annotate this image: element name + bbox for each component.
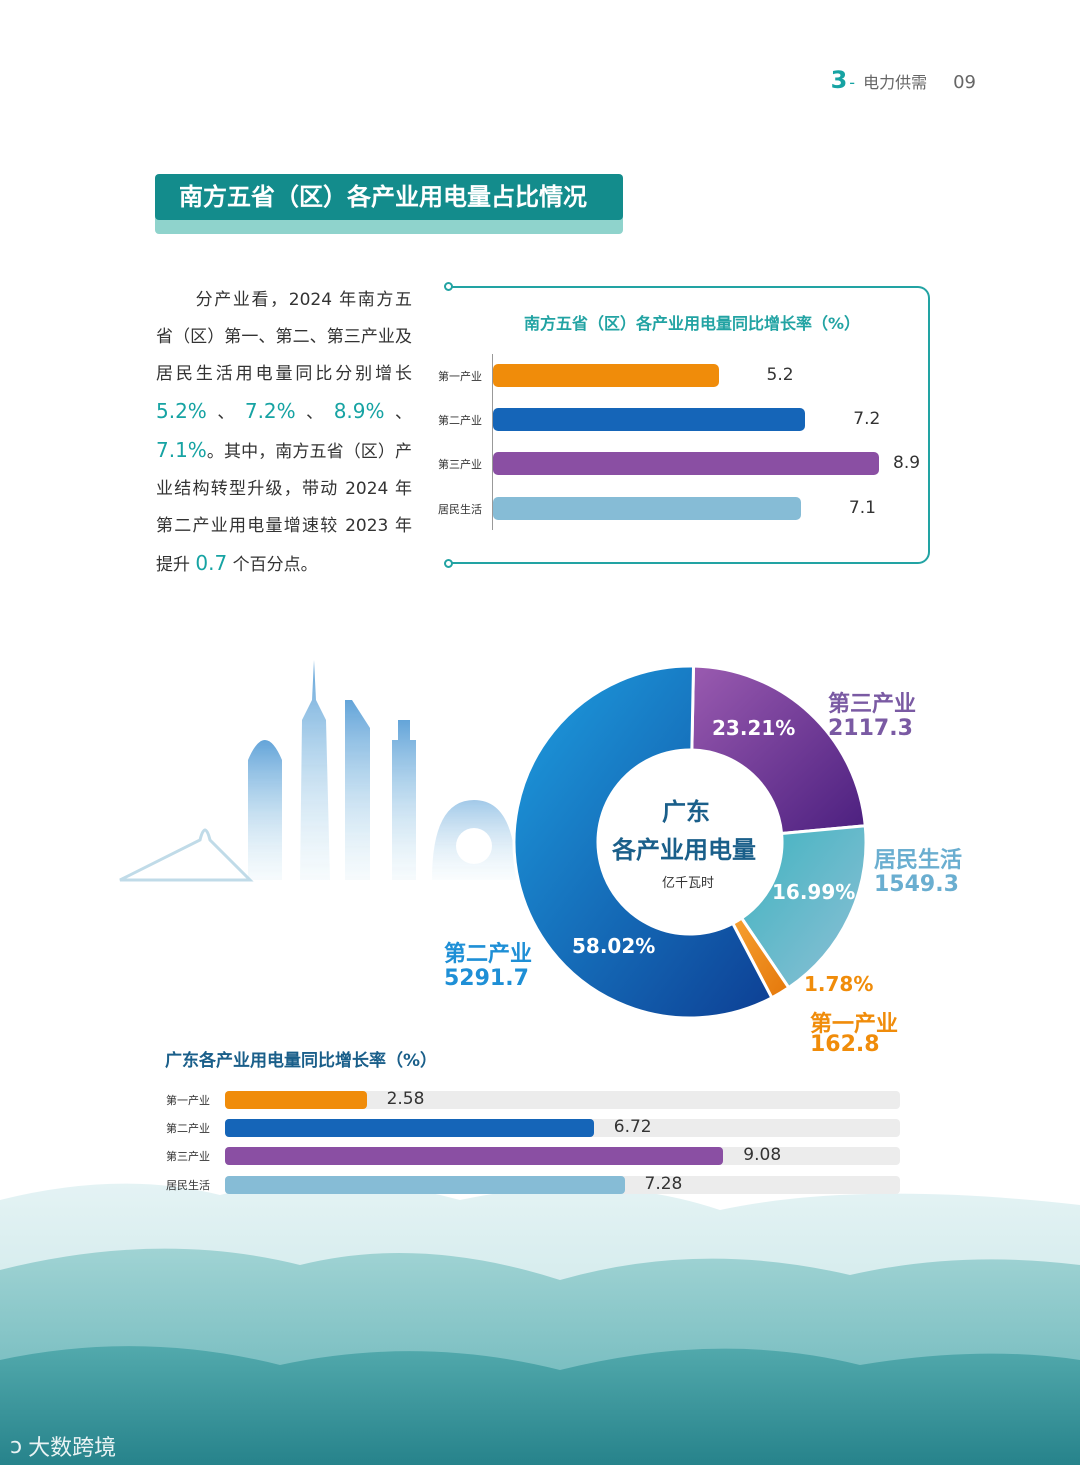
cat-label-secondary: 第二产业 bbox=[444, 942, 533, 967]
pct-label-primary: 1.78% bbox=[804, 972, 874, 996]
intro-highlight-2: 7.2% bbox=[244, 399, 296, 423]
chapter-title: 电力供需 bbox=[863, 73, 928, 92]
chart3-track-primary bbox=[225, 1091, 900, 1109]
chart3-category-residential: 居民生活 bbox=[166, 1179, 210, 1192]
intro-paragraph: 分产业看，2024 年南方五省（区）第一、第二、第三产业及居民生活用电量同比分别… bbox=[156, 282, 412, 584]
chart1-title: 南方五省（区）各产业用电量同比增长率（%） bbox=[524, 314, 861, 333]
chart1-category-primary: 第一产业 bbox=[438, 370, 482, 383]
chart1-value-tertiary: 8.9 bbox=[893, 453, 921, 473]
intro-highlight-1: 5.2% bbox=[156, 399, 207, 423]
chart3-bar-primary bbox=[225, 1091, 367, 1109]
chart3-bar-residential bbox=[225, 1176, 625, 1194]
watermark-text: 大数跨境 bbox=[28, 1436, 117, 1461]
chart1-bar-secondary bbox=[493, 408, 806, 431]
val-label-primary: 162.8 bbox=[810, 1032, 880, 1057]
intro-sep-2: 、 bbox=[295, 403, 334, 423]
chapter-number: 3 bbox=[830, 66, 848, 94]
donut-slice-tertiary bbox=[690, 664, 867, 836]
chart3-category-secondary: 第二产业 bbox=[166, 1122, 210, 1135]
cat-label-residential: 居民生活 bbox=[874, 848, 963, 873]
donut-chart bbox=[512, 664, 868, 1020]
chart3-title: 广东各产业用电量同比增长率（%） bbox=[165, 1051, 438, 1071]
donut-center-subtitle: 各产业用电量 bbox=[612, 836, 756, 864]
donut-center-title: 广东 bbox=[662, 798, 710, 826]
pct-label-tertiary: 23.21% bbox=[712, 716, 796, 740]
watermark-logo-icon: ↄ bbox=[10, 1433, 23, 1459]
skyline-illustration bbox=[119, 660, 516, 882]
cat-label-primary: 第一产业 bbox=[810, 1012, 899, 1037]
chart3-bar-tertiary bbox=[225, 1147, 724, 1165]
val-label-tertiary: 2117.3 bbox=[828, 716, 913, 741]
chart3-value-tertiary: 9.08 bbox=[743, 1145, 782, 1165]
frame-dot-bottom bbox=[444, 559, 453, 568]
intro-text-1: 分产业看，2024 年南方五省（区）第一、第二、第三产业及居民生活用电量同比分别… bbox=[156, 290, 412, 384]
frame-dot-top bbox=[444, 282, 453, 291]
chart3-value-primary: 2.58 bbox=[386, 1089, 425, 1109]
chart-frame bbox=[448, 286, 930, 564]
val-label-secondary: 5291.7 bbox=[444, 966, 529, 991]
intro-sep-3: 、 bbox=[384, 403, 413, 423]
page-header: 3 - 电力供需 09 bbox=[831, 66, 976, 94]
chart3-category-tertiary: 第三产业 bbox=[166, 1150, 210, 1163]
cat-label-tertiary: 第三产业 bbox=[828, 692, 917, 717]
chart1-category-tertiary: 第三产业 bbox=[438, 458, 482, 471]
val-label-residential: 1549.3 bbox=[874, 872, 959, 897]
intro-text-2: 。其中，南方五省（区）产业结构转型升级，带动 2024 年第二产业用电量增速较 … bbox=[156, 442, 412, 575]
chart1-bar-tertiary bbox=[493, 452, 879, 475]
chart1-value-primary: 5.2 bbox=[766, 365, 794, 385]
chart3-value-residential: 7.28 bbox=[644, 1174, 683, 1194]
chart3-bar-secondary bbox=[225, 1119, 594, 1137]
page-number: 09 bbox=[953, 72, 976, 93]
intro-highlight-3: 8.9% bbox=[333, 399, 385, 423]
chapter-dash: - bbox=[849, 73, 856, 92]
chart1-bar-primary bbox=[493, 364, 719, 387]
intro-text-3: 个百分点。 bbox=[232, 555, 318, 575]
chart1-category-residential: 居民生活 bbox=[438, 503, 482, 516]
watermark: ↄ 大数跨境 bbox=[10, 1430, 116, 1462]
chart3-value-secondary: 6.72 bbox=[613, 1117, 652, 1137]
chart1-bar-residential bbox=[493, 497, 801, 520]
pct-label-secondary: 58.02% bbox=[572, 934, 656, 958]
chart1-axis-line bbox=[492, 354, 493, 530]
chart1-value-secondary: 7.2 bbox=[853, 409, 881, 429]
intro-sep-1: 、 bbox=[206, 403, 245, 423]
chart3-category-primary: 第一产业 bbox=[166, 1094, 210, 1107]
chart1-category-secondary: 第二产业 bbox=[438, 414, 482, 427]
section-title: 南方五省（区）各产业用电量占比情况 bbox=[155, 174, 623, 220]
donut-center-unit: 亿千瓦时 bbox=[662, 876, 715, 891]
mountain-layer-near bbox=[0, 1346, 1080, 1465]
intro-highlight-5: 0.7 bbox=[195, 551, 228, 575]
pct-label-residential: 16.99% bbox=[772, 880, 856, 904]
intro-highlight-4: 7.1% bbox=[156, 438, 207, 462]
chart1-value-residential: 7.1 bbox=[848, 498, 876, 518]
donut-slice-secondary bbox=[512, 664, 774, 1020]
